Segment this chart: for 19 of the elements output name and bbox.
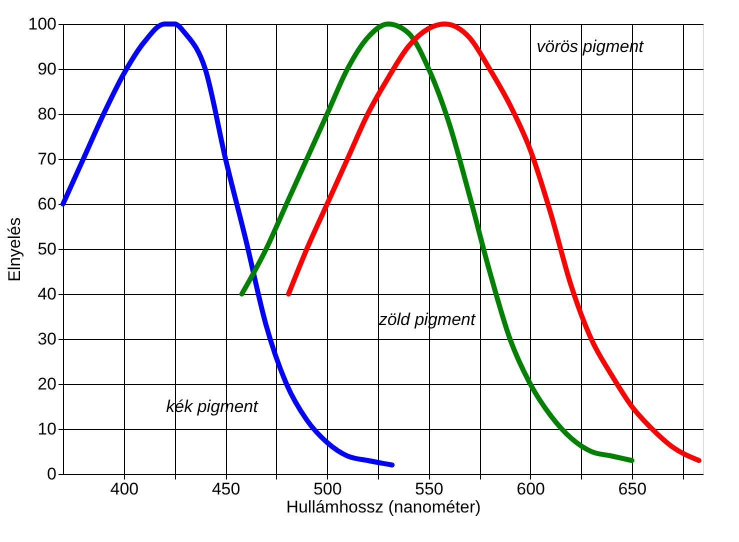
y-tick-label: 100 — [28, 14, 56, 34]
x-tick-label: 600 — [516, 480, 545, 498]
y-tick-label: 50 — [38, 240, 56, 258]
y-tick-label: 30 — [38, 330, 56, 348]
y-tick-label: 90 — [38, 60, 56, 78]
y-tick-label: 60 — [38, 194, 56, 214]
x-tick-label: 500 — [313, 480, 342, 498]
y-tick-label: 10 — [38, 420, 56, 438]
y-tick-label: 40 — [38, 284, 56, 304]
y-tick-label: 80 — [38, 104, 56, 124]
y-tick-label: 20 — [38, 374, 56, 394]
x-tick-label: 450 — [212, 480, 240, 498]
x-axis-title: Hullámhossz (nanométer) — [286, 498, 481, 516]
x-tick-label: 400 — [110, 480, 139, 498]
y-axis-title: Elnyelés — [5, 217, 24, 282]
y-tick-label: 70 — [38, 150, 56, 168]
y-tick-label: 0 — [47, 464, 56, 484]
x-tick-label: 550 — [415, 480, 444, 498]
x-tick-label: 650 — [618, 480, 647, 498]
